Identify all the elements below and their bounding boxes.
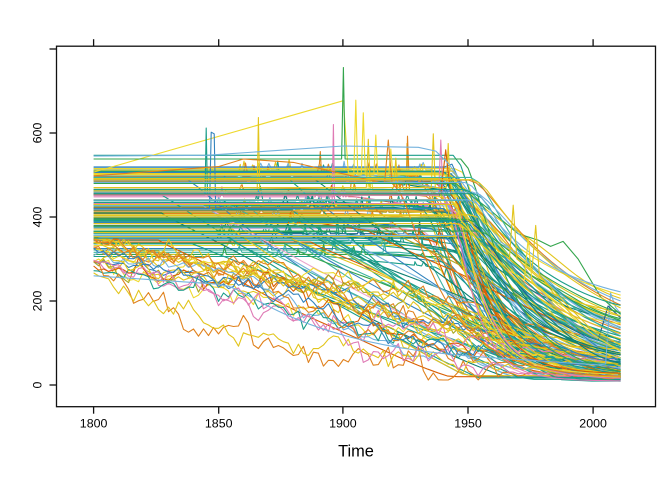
svg-text:0: 0 [31, 381, 45, 388]
svg-text:1850: 1850 [205, 417, 233, 431]
svg-text:Time: Time [338, 443, 374, 461]
svg-text:2000: 2000 [579, 417, 607, 431]
svg-text:1950: 1950 [454, 417, 482, 431]
svg-text:200: 200 [31, 291, 45, 312]
svg-text:600: 600 [31, 123, 45, 144]
svg-text:1800: 1800 [80, 417, 108, 431]
svg-text:1900: 1900 [329, 417, 357, 431]
svg-text:400: 400 [31, 207, 45, 228]
